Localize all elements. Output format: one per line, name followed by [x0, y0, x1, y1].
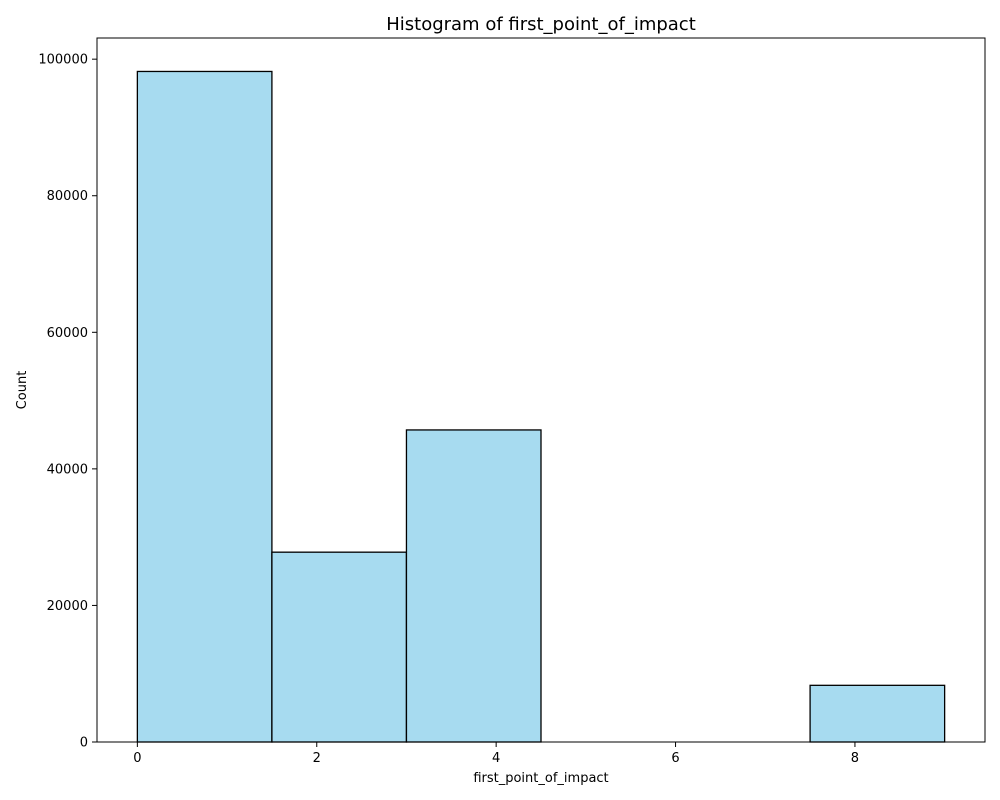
histogram-bar-2: [405, 429, 542, 743]
x-tick-label: 0: [133, 751, 141, 766]
histogram-bar-0: [136, 70, 273, 743]
x-tick-label: 2: [313, 751, 321, 766]
chart-title: Histogram of first_point_of_impact: [386, 14, 696, 35]
y-tick-label: 0: [80, 736, 88, 751]
x-tick-label: 8: [851, 751, 859, 766]
y-tick-label: 80000: [47, 189, 88, 204]
y-axis-label: Count: [15, 371, 30, 410]
y-tick-label: 20000: [47, 599, 88, 614]
histogram-bar-1: [271, 551, 408, 743]
bars-layer: [136, 70, 946, 743]
x-axis-label: first_point_of_impact: [473, 771, 608, 786]
x-tick-label: 4: [492, 751, 500, 766]
histogram-bar-5: [809, 684, 946, 743]
y-tick-label: 40000: [47, 462, 88, 477]
y-tick-label: 60000: [47, 326, 88, 341]
y-tick-label: 100000: [38, 53, 88, 68]
x-tick-label: 6: [671, 751, 679, 766]
plot-frame: [96, 37, 986, 743]
axes-layer: 0 2 4 6 8 0 20000 40000 60000 80000 100000: [38, 37, 986, 766]
